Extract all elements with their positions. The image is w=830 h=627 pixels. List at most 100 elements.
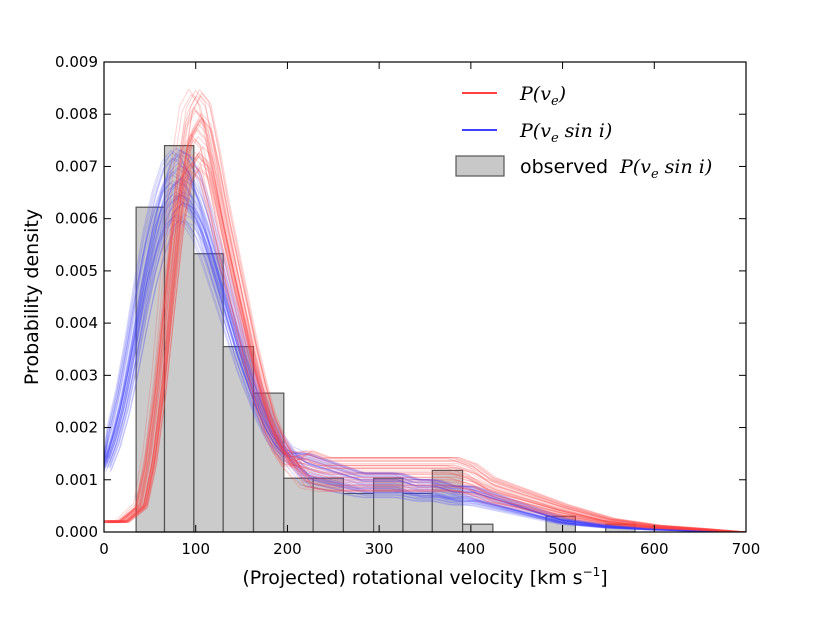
- y-axis: 0.000 0.001 0.002 0.003 0.004 0.005 0.006 0.007…: [55, 53, 746, 541]
- y-tick-label: 0.004: [55, 314, 98, 332]
- histogram-bar: [135, 206, 166, 533]
- x-tick-label: 200: [273, 540, 302, 558]
- series-line: [104, 200, 746, 532]
- series-line: [104, 153, 742, 532]
- axes-frame: [103, 61, 747, 533]
- series-line: [104, 110, 746, 532]
- series-line: [106, 203, 746, 532]
- series-line: [106, 152, 746, 532]
- y-tick-label: 0.008: [55, 105, 98, 123]
- series-line: [107, 194, 746, 532]
- series-line: [104, 214, 745, 532]
- series-line: [108, 153, 746, 532]
- series-line: [107, 155, 746, 532]
- y-tick-label: 0.009: [55, 53, 98, 71]
- series-line: [109, 151, 746, 532]
- series-line: [104, 163, 740, 532]
- series-line: [105, 193, 746, 532]
- histogram-bar: [402, 492, 433, 533]
- series-line: [104, 88, 740, 532]
- series-line: [107, 89, 746, 532]
- plot-area: [104, 88, 746, 533]
- x-axis: 0 100 200 300 400 500 600 700: [99, 62, 760, 558]
- series-line: [104, 129, 746, 532]
- x-tick-label: 400: [457, 540, 486, 558]
- y-axis-label: Probability density: [21, 209, 43, 385]
- series-line: [104, 109, 745, 532]
- series-line: [110, 214, 746, 532]
- series-line: [104, 89, 746, 532]
- series-line: [104, 138, 743, 532]
- series-line: [104, 157, 741, 532]
- series-line: [104, 150, 740, 532]
- legend-label-prefix: observed: [520, 156, 608, 178]
- series-line: [109, 220, 746, 532]
- series-line: [105, 219, 746, 532]
- legend-patch: [455, 155, 505, 177]
- series-line: [104, 152, 741, 532]
- histogram-bar: [462, 523, 494, 533]
- legend-label: P(ve sin i): [519, 120, 612, 146]
- series-line: [104, 194, 745, 532]
- y-tick-label: 0.003: [55, 366, 98, 384]
- series-line: [110, 92, 746, 532]
- series-ve-sin-i-ensemble: [104, 147, 746, 532]
- series-line: [106, 148, 746, 532]
- series-line: [107, 151, 746, 532]
- series-line: [107, 120, 746, 532]
- histogram-bar: [163, 145, 195, 533]
- series-line: [104, 194, 741, 532]
- y-tick-label: 0.006: [55, 210, 98, 228]
- series-line: [104, 170, 741, 532]
- series-line: [109, 175, 746, 532]
- x-tick-label: 100: [181, 540, 210, 558]
- series-line: [104, 171, 744, 532]
- series-line: [104, 191, 744, 532]
- x-tick-label: 600: [640, 540, 669, 558]
- y-tick-label: 0.005: [55, 262, 98, 280]
- series-line: [107, 118, 746, 532]
- series-line: [104, 147, 745, 532]
- series-line: [109, 201, 746, 532]
- series-line: [104, 219, 743, 532]
- series-line: [104, 215, 743, 532]
- series-line: [106, 155, 746, 532]
- series-line: [106, 123, 746, 532]
- series-line: [108, 166, 746, 532]
- series-line: [104, 161, 742, 532]
- series-line: [104, 162, 746, 532]
- series-line: [110, 160, 746, 532]
- series-line: [110, 117, 746, 532]
- series-line: [104, 138, 745, 532]
- series-line: [110, 163, 746, 532]
- legend-label: P(ve): [519, 83, 566, 109]
- series-line: [107, 150, 746, 532]
- series-line: [104, 106, 745, 532]
- y-tick-label: 0.000: [55, 523, 98, 541]
- series-line: [109, 112, 746, 532]
- series-line: [110, 120, 746, 532]
- x-tick-label: 300: [365, 540, 394, 558]
- y-tick-label: 0.001: [55, 471, 98, 489]
- series-line: [104, 134, 742, 532]
- series-line: [108, 168, 746, 532]
- legend-entry: observed P(ve sin i): [455, 155, 712, 182]
- series-line: [106, 177, 746, 532]
- series-line: [106, 165, 746, 532]
- x-tick-label: 500: [548, 540, 577, 558]
- series-line: [104, 157, 743, 532]
- series-line: [104, 95, 746, 532]
- series-line: [104, 93, 742, 532]
- series-line: [104, 180, 746, 532]
- series-line: [104, 127, 746, 532]
- y-tick-label: 0.007: [55, 157, 98, 175]
- series-line: [111, 145, 746, 532]
- legend-entry: P(ve sin i): [462, 120, 612, 146]
- series-ve-ensemble: [104, 88, 746, 532]
- series-line: [104, 171, 741, 532]
- x-tick-label: 700: [732, 540, 761, 558]
- series-line: [104, 187, 744, 532]
- histogram-bar: [431, 469, 464, 533]
- series-line: [104, 180, 742, 532]
